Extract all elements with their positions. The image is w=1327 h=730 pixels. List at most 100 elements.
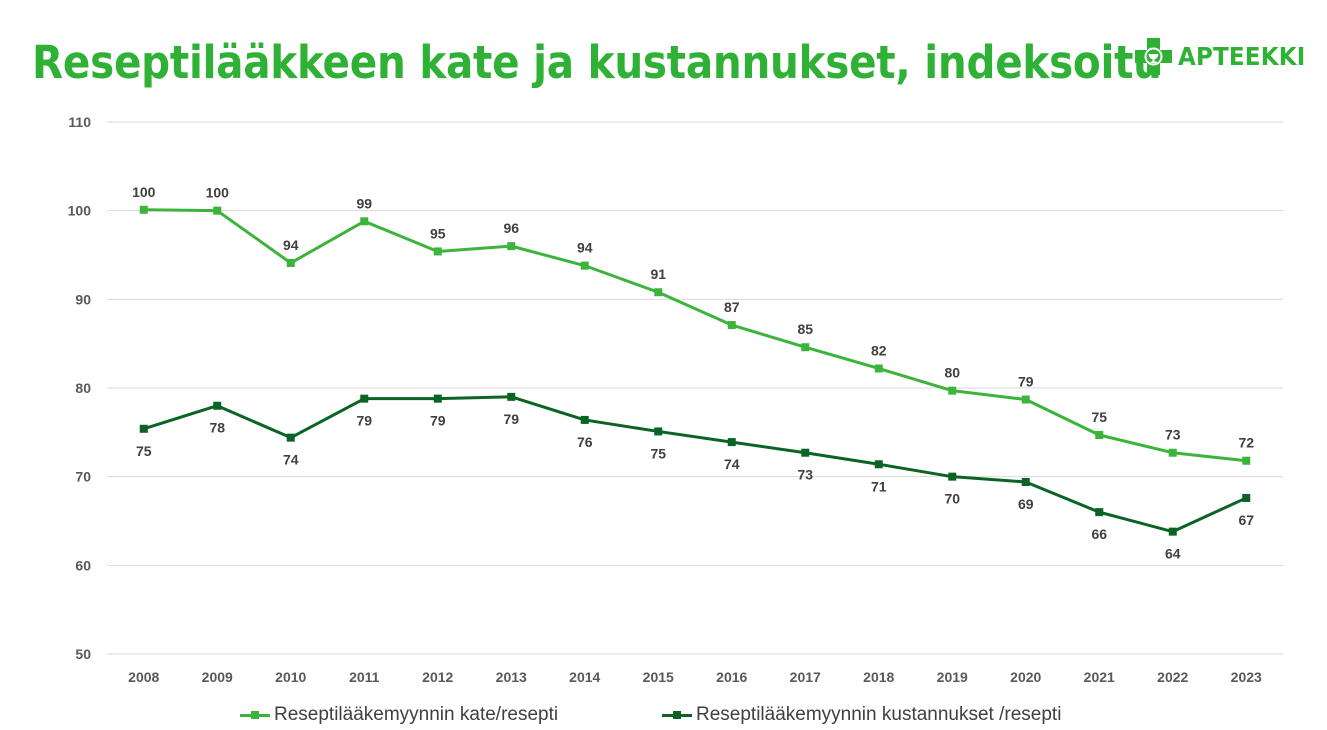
- data-label: 100: [206, 185, 230, 201]
- x-tick-label: 2010: [275, 669, 306, 685]
- data-point-marker: [580, 415, 589, 424]
- slide-title: Reseptilääkkeen kate ja kustannukset, in…: [32, 36, 1162, 89]
- y-tick-label: 100: [68, 203, 92, 219]
- data-label: 74: [283, 452, 299, 468]
- y-tick-label: 110: [68, 114, 91, 130]
- data-label: 64: [1165, 546, 1181, 562]
- y-axis-ticks: 50 60 70 80 90 100 110: [68, 114, 92, 662]
- x-tick-label: 2012: [422, 669, 453, 685]
- series-line-0: [143, 208, 1247, 463]
- data-label: 94: [283, 237, 299, 253]
- data-point-marker: [727, 438, 736, 447]
- x-tick-label: 2023: [1231, 669, 1262, 685]
- series-line-1: [143, 395, 1247, 534]
- data-point-marker: [874, 460, 883, 469]
- data-label: 74: [724, 456, 740, 472]
- data-label: 94: [577, 240, 593, 256]
- data-labels: 100 100 94 99 95 96 94 91 87 85 82 80 79 75 73 72 75 78 74…: [132, 184, 1254, 562]
- data-point-marker: [213, 401, 222, 410]
- data-label: 79: [1018, 374, 1034, 390]
- x-axis-ticks: 2008 2009 2010 2011 2012 2013 2014 2015 2016 2017…: [128, 669, 1262, 685]
- x-tick-label: 2022: [1157, 669, 1188, 685]
- data-label: 99: [356, 195, 372, 211]
- data-label: 95: [430, 225, 446, 241]
- data-label: 75: [1091, 409, 1107, 425]
- x-tick-label: 2017: [790, 669, 821, 685]
- data-point-marker: [286, 258, 295, 267]
- data-point-marker: [139, 424, 148, 433]
- data-point-marker: [507, 242, 516, 251]
- y-tick-label: 90: [75, 291, 91, 307]
- legend-item-kustannukset: Reseptilääkemyynnin kustannukset /resept…: [662, 704, 1061, 726]
- data-label: 91: [650, 266, 666, 282]
- data-point-marker: [286, 433, 295, 442]
- data-label: 73: [797, 467, 813, 483]
- data-label: 75: [136, 443, 152, 459]
- x-tick-label: 2011: [349, 669, 380, 685]
- logo-text: APTEEKKI: [1178, 42, 1306, 71]
- data-label: 79: [356, 413, 372, 429]
- legend-swatch-kustannukset: [662, 708, 692, 722]
- x-tick-label: 2020: [1010, 669, 1041, 685]
- legend-item-kate: Reseptilääkemyynnin kate/resepti: [240, 704, 558, 726]
- data-label: 80: [944, 365, 960, 381]
- data-point-marker: [139, 205, 148, 214]
- data-point-marker: [654, 288, 663, 297]
- data-label: 85: [797, 321, 813, 337]
- data-label: 96: [503, 220, 519, 236]
- data-label: 87: [724, 299, 740, 315]
- data-label: 70: [944, 491, 960, 507]
- data-point-marker: [433, 394, 442, 403]
- y-tick-label: 70: [75, 469, 91, 485]
- data-label: 82: [871, 342, 887, 358]
- series-group: [139, 205, 1251, 536]
- data-label: 75: [650, 445, 666, 461]
- x-tick-label: 2014: [569, 669, 600, 685]
- data-label: 72: [1238, 435, 1254, 451]
- data-label: 79: [430, 413, 446, 429]
- y-tick-label: 80: [75, 380, 91, 396]
- data-point-marker: [874, 364, 883, 373]
- x-tick-label: 2008: [128, 669, 159, 685]
- data-label: 100: [132, 184, 156, 200]
- data-point-marker: [213, 206, 222, 215]
- y-tick-label: 50: [75, 646, 91, 662]
- data-point-marker: [1168, 448, 1177, 457]
- line-chart: 50 60 70 80 90 100 110 2008 2009 2010 2011 2012 201…: [68, 114, 1283, 685]
- data-label: 71: [871, 478, 887, 494]
- data-point-marker: [360, 394, 369, 403]
- data-label: 66: [1091, 526, 1107, 542]
- x-tick-label: 2021: [1084, 669, 1115, 685]
- data-point-marker: [1242, 493, 1251, 502]
- data-point-marker: [654, 427, 663, 436]
- data-point-marker: [507, 392, 516, 401]
- legend-label-kate: Reseptilääkemyynnin kate/resepti: [274, 704, 559, 725]
- data-label: 67: [1238, 512, 1254, 528]
- data-point-marker: [801, 343, 810, 352]
- data-label: 73: [1165, 427, 1181, 443]
- data-point-marker: [1021, 395, 1030, 404]
- data-point-marker: [1021, 477, 1030, 486]
- data-label: 69: [1018, 496, 1034, 512]
- x-tick-label: 2009: [202, 669, 233, 685]
- pharmacy-cross-icon: [1135, 38, 1172, 75]
- legend-swatch-kate: [240, 708, 270, 722]
- data-point-marker: [801, 448, 810, 457]
- x-tick-label: 2013: [496, 669, 527, 685]
- data-point-marker: [360, 217, 369, 226]
- data-point-marker: [948, 472, 957, 481]
- x-tick-label: 2015: [643, 669, 674, 685]
- gridlines: [107, 121, 1283, 655]
- apteekki-logo: APTEEKKI: [1135, 38, 1317, 75]
- data-point-marker: [1242, 456, 1251, 465]
- legend-label-kustannukset: Reseptilääkemyynnin kustannukset /resept…: [696, 704, 1062, 725]
- data-point-marker: [948, 386, 957, 395]
- x-tick-label: 2018: [863, 669, 894, 685]
- x-tick-label: 2016: [716, 669, 747, 685]
- data-label: 78: [209, 420, 225, 436]
- data-point-marker: [1095, 508, 1104, 517]
- y-tick-label: 60: [75, 557, 91, 573]
- data-point-marker: [727, 321, 736, 330]
- data-point-marker: [1168, 527, 1177, 536]
- data-point-marker: [1095, 430, 1104, 439]
